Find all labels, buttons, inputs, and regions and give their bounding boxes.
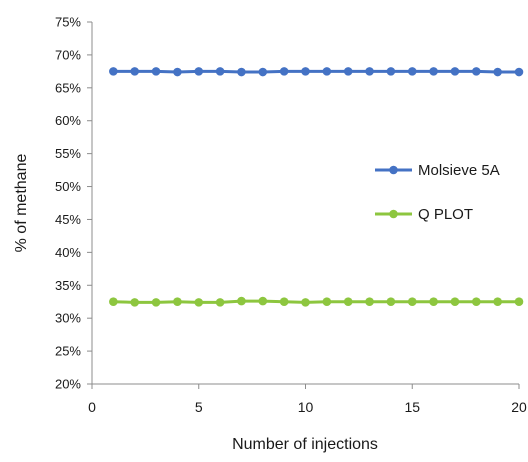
axes bbox=[91, 22, 519, 385]
legend-label: Molsieve 5A bbox=[418, 162, 500, 179]
data-point bbox=[237, 67, 246, 77]
legend: Molsieve 5A Q PLOT bbox=[375, 162, 500, 223]
data-point bbox=[194, 298, 204, 307]
x-tick-label: 0 bbox=[88, 399, 96, 415]
y-tick-label: 55% bbox=[55, 146, 81, 161]
y-tick-label: 20% bbox=[55, 377, 81, 392]
data-point bbox=[429, 67, 438, 76]
data-point bbox=[514, 297, 524, 307]
data-point bbox=[472, 67, 481, 76]
y-tick-label: 60% bbox=[55, 113, 81, 128]
legend-label: Q PLOT bbox=[418, 206, 473, 223]
data-point bbox=[429, 297, 438, 307]
ticks: 20% 25% 30% 35% 40% 45% 50% 55% 60% 65% 70% 75% 0 5 10… bbox=[55, 15, 527, 416]
data-point bbox=[450, 297, 460, 307]
data-point bbox=[343, 67, 353, 76]
legend-swatch-marker bbox=[389, 209, 398, 219]
data-point bbox=[109, 67, 118, 76]
y-tick-label: 50% bbox=[55, 179, 81, 194]
data-point bbox=[450, 67, 460, 76]
data-point bbox=[151, 298, 161, 307]
legend-item-molsieve-5a: Molsieve 5A bbox=[375, 162, 500, 179]
data-point bbox=[130, 298, 139, 307]
data-point bbox=[151, 67, 161, 76]
data-point bbox=[301, 298, 310, 307]
x-tick-label: 5 bbox=[195, 399, 203, 415]
x-axis-title: Number of injections bbox=[232, 436, 378, 453]
data-point bbox=[173, 297, 182, 307]
series-molsieve-5a bbox=[109, 67, 524, 77]
data-point bbox=[365, 67, 374, 76]
legend-swatch-marker bbox=[389, 165, 398, 175]
data-point bbox=[194, 67, 204, 76]
data-point bbox=[237, 296, 246, 306]
data-point bbox=[322, 67, 332, 76]
y-tick-label: 30% bbox=[55, 311, 81, 326]
y-tick-label: 35% bbox=[55, 278, 81, 293]
data-point bbox=[407, 297, 417, 307]
data-point bbox=[493, 297, 502, 307]
series-layer bbox=[109, 67, 524, 307]
y-tick-label: 75% bbox=[55, 15, 81, 30]
data-point bbox=[386, 297, 396, 307]
data-point bbox=[365, 297, 374, 307]
data-point bbox=[493, 67, 502, 77]
y-tick-label: 25% bbox=[55, 344, 81, 359]
data-point bbox=[258, 67, 268, 77]
data-point bbox=[386, 67, 396, 76]
y-tick-label: 70% bbox=[55, 47, 81, 62]
data-point bbox=[407, 67, 417, 76]
y-tick-label: 45% bbox=[55, 212, 81, 227]
data-point bbox=[215, 298, 225, 307]
data-point bbox=[215, 67, 225, 76]
legend-item-q-plot: Q PLOT bbox=[375, 206, 473, 223]
data-point bbox=[130, 67, 139, 76]
data-point bbox=[301, 67, 310, 76]
data-point bbox=[258, 296, 268, 306]
data-point bbox=[173, 67, 182, 77]
data-point bbox=[279, 67, 289, 76]
x-tick-label: 20 bbox=[511, 399, 527, 415]
data-point bbox=[343, 297, 353, 307]
series-q-plot bbox=[109, 296, 524, 307]
data-point bbox=[322, 297, 332, 307]
x-tick-label: 10 bbox=[298, 399, 314, 415]
y-axis-title: % of methane bbox=[13, 154, 30, 253]
data-point bbox=[472, 297, 481, 307]
x-tick-label: 15 bbox=[404, 399, 420, 415]
y-tick-label: 40% bbox=[55, 245, 81, 260]
y-tick-label: 65% bbox=[55, 80, 81, 95]
data-point bbox=[109, 297, 118, 307]
data-point bbox=[279, 297, 289, 307]
data-point bbox=[514, 67, 524, 77]
